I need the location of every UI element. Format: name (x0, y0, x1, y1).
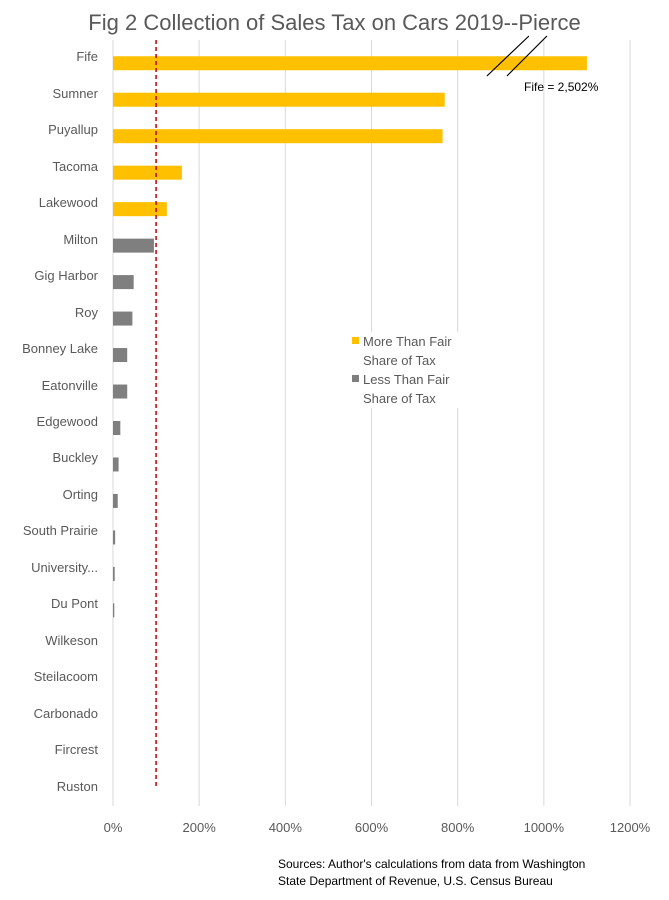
category-label: Bonney Lake (22, 341, 98, 357)
bar-puyallup (113, 129, 443, 144)
bar-du-pont (113, 603, 115, 618)
category-label: Buckley (52, 450, 98, 466)
category-label: Wilkeson (45, 632, 98, 648)
bar-gig-harbor (113, 275, 134, 290)
category-label: Fircrest (54, 742, 98, 758)
category-label: Milton (63, 231, 98, 247)
source-note: Sources: Author's calculations from data… (278, 856, 648, 890)
bar-tacoma (113, 165, 182, 180)
category-label: Du Pont (51, 596, 98, 612)
source-note-line2: State Department of Revenue, U.S. Census… (278, 874, 553, 888)
x-tick-label: 400% (268, 820, 302, 835)
category-label: South Prairie (22, 523, 98, 539)
x-tick-label: 800% (441, 820, 475, 835)
category-label: Roy (74, 304, 98, 320)
category-label: Orting (62, 486, 98, 502)
category-label: Carbonado (33, 705, 98, 721)
legend-entry-more: More Than Fair Share of Tax (345, 332, 465, 370)
chart-title: Fig 2 Collection of Sales Tax on Cars 20… (88, 10, 581, 35)
category-label: Tacoma (52, 158, 98, 174)
bar-orting (113, 493, 118, 508)
legend-label-less: Less Than Fair Share of Tax (363, 372, 450, 406)
category-label: Ruston (56, 778, 98, 794)
category-label: Fife (76, 49, 98, 65)
category-label: Gig Harbor (34, 268, 98, 284)
category-label: University... (31, 559, 98, 575)
bar-sumner (113, 92, 445, 107)
bar-university- (113, 566, 115, 581)
bar-milton (113, 238, 154, 253)
x-tick-label: 0% (103, 820, 123, 835)
x-tick-label: 200% (182, 820, 216, 835)
bar-fife (113, 56, 587, 71)
x-tick-label: 1000% (523, 820, 565, 835)
bar-south-prairie (113, 530, 116, 545)
category-label: Lakewood (38, 195, 98, 211)
category-label: Puyallup (48, 122, 98, 138)
legend-label-more: More Than Fair Share of Tax (363, 334, 452, 368)
category-label: Sumner (52, 85, 98, 101)
axis-break-annotation: Fife = 2,502% (524, 80, 599, 94)
bar-lakewood (113, 202, 167, 217)
legend: More Than Fair Share of Tax Less Than Fa… (345, 332, 465, 408)
bar-edgewood (113, 421, 121, 435)
x-tick-label: 1200% (609, 820, 651, 835)
axis-break-mark (506, 35, 548, 77)
legend-swatch-more (352, 337, 359, 344)
category-label: Eatonville (41, 377, 98, 393)
category-label: Edgewood (36, 414, 98, 429)
x-tick-label: 600% (354, 820, 389, 835)
source-note-line1: Sources: Author's calculations from data… (278, 857, 586, 871)
legend-entry-less: Less Than Fair Share of Tax (345, 370, 465, 408)
bar-roy (113, 311, 133, 326)
legend-swatch-less (352, 375, 359, 382)
axis-break-mark (486, 35, 530, 77)
bar-buckley (113, 457, 119, 472)
bar-eatonville (113, 384, 128, 399)
category-label: Steilacoom (33, 669, 98, 685)
bar-bonney-lake (113, 348, 128, 363)
